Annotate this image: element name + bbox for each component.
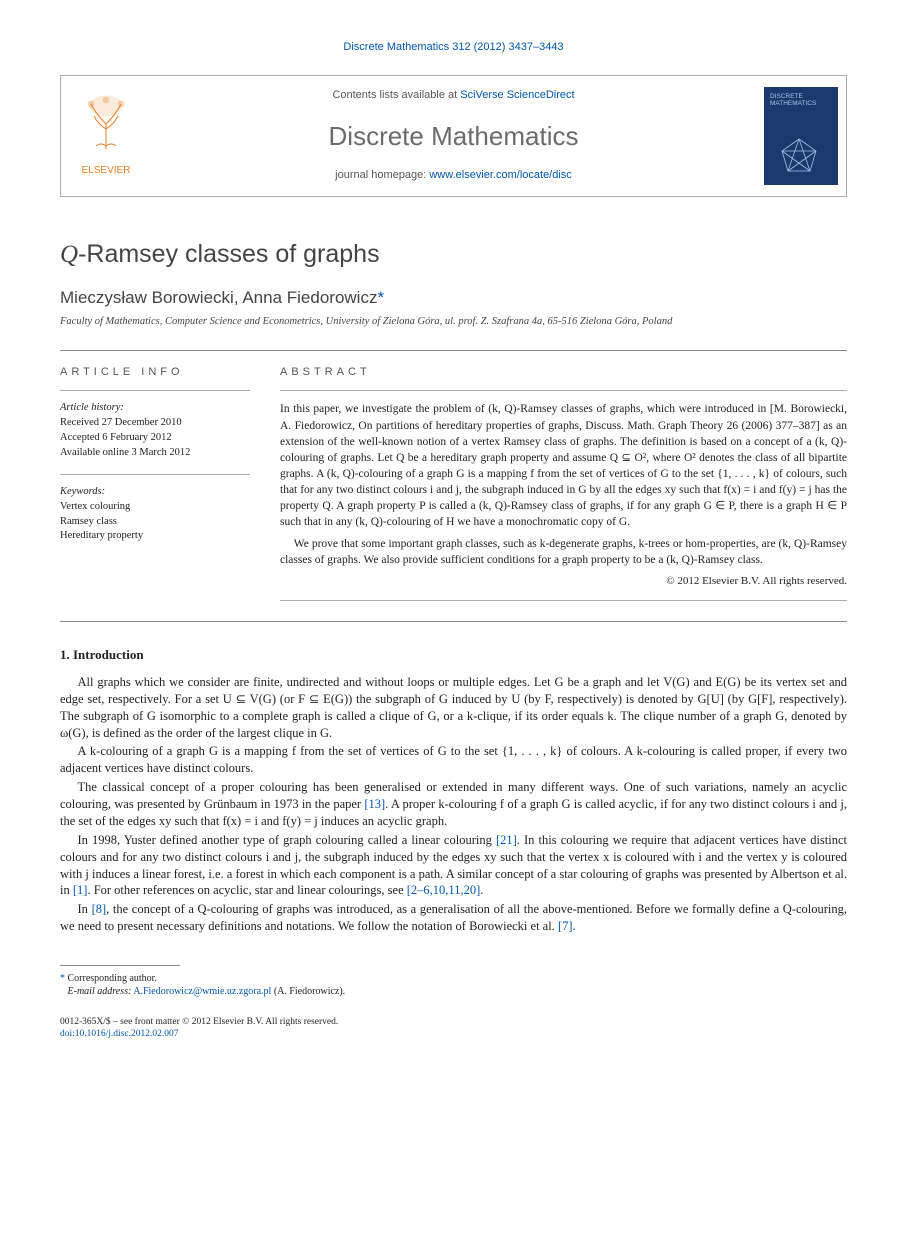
header-center: Contents lists available at SciVerse Sci… [151, 76, 756, 195]
authors: Mieczysław Borowiecki, Anna Fiedorowicz* [60, 286, 847, 310]
footnote-divider [60, 965, 180, 966]
cover-title: DISCRETE MATHEMATICS [770, 93, 832, 107]
footnote: * Corresponding author. E-mail address: … [60, 972, 847, 998]
email-who: (A. Fiedorowicz). [274, 986, 345, 997]
running-head-link[interactable]: Discrete Mathematics 312 (2012) 3437–344… [343, 41, 563, 53]
journal-header: ELSEVIER Contents lists available at Sci… [60, 75, 847, 196]
history-label: Article history: [60, 401, 250, 416]
affiliation: Faculty of Mathematics, Computer Science… [60, 315, 847, 330]
doi-link[interactable]: 10.1016/j.disc.2012.02.007 [75, 1029, 179, 1039]
citation-link[interactable]: [2–6,10,11,20] [407, 883, 481, 897]
body-p5-b: , the concept of a Q-colouring of graphs… [60, 902, 847, 933]
email-label: E-mail address: [68, 986, 132, 997]
corr-author-label: Corresponding author. [68, 973, 157, 984]
homepage-prefix: journal homepage: [335, 169, 429, 181]
body-p4-c: . For other references on acyclic, star … [87, 883, 406, 897]
journal-name: Discrete Mathematics [163, 118, 744, 154]
history-accepted: Accepted 6 February 2012 [60, 431, 250, 446]
footer-doi-line: doi:10.1016/j.disc.2012.02.007 [60, 1028, 847, 1040]
email-line: E-mail address: A.Fiedorowicz@wmie.uz.zg… [60, 985, 847, 998]
keyword: Hereditary property [60, 529, 250, 544]
section-heading: 1. Introduction [60, 646, 847, 664]
citation-link[interactable]: [13] [364, 797, 385, 811]
corresponding-author-mark[interactable]: * [377, 288, 384, 307]
abstract-end-divider [280, 600, 847, 601]
body-p2: A k-colouring of a graph G is a mapping … [60, 743, 847, 777]
contents-prefix: Contents lists available at [332, 89, 460, 101]
citation-link[interactable]: [8] [92, 902, 107, 916]
elsevier-tree-icon [76, 94, 136, 159]
body-text: All graphs which we consider are finite,… [60, 674, 847, 935]
body-p5-a: In [78, 902, 92, 916]
keywords-block: Keywords: Vertex colouring Ramsey class … [60, 485, 250, 544]
divider [60, 621, 847, 622]
body-p4-d: . [480, 883, 483, 897]
history-block: Article history: Received 27 December 20… [60, 401, 250, 460]
author-names: Mieczysław Borowiecki, Anna Fiedorowicz [60, 288, 377, 307]
info-divider [60, 474, 250, 475]
keyword: Vertex colouring [60, 500, 250, 515]
title-rest: -Ramsey classes of graphs [78, 240, 380, 268]
keyword: Ramsey class [60, 515, 250, 530]
page: Discrete Mathematics 312 (2012) 3437–344… [0, 0, 907, 1071]
cover-graph-icon [774, 135, 824, 175]
corr-author-line: * Corresponding author. [60, 972, 847, 985]
body-p3: The classical concept of a proper colour… [60, 779, 847, 830]
publisher-name: ELSEVIER [82, 164, 131, 178]
publisher-logo-cell: ELSEVIER [61, 76, 151, 195]
homepage-link[interactable]: www.elsevier.com/locate/disc [429, 169, 571, 181]
abstract-divider [280, 390, 847, 391]
citation-link[interactable]: [1] [73, 883, 88, 897]
doi-label[interactable]: doi: [60, 1029, 75, 1039]
history-online: Available online 3 March 2012 [60, 446, 250, 461]
sciencedirect-link[interactable]: SciVerse ScienceDirect [460, 89, 574, 101]
title-script-q: Q [60, 241, 78, 268]
journal-cover-thumb: DISCRETE MATHEMATICS [764, 87, 838, 185]
citation-link[interactable]: [7] [558, 919, 573, 933]
body-p4: In 1998, Yuster defined another type of … [60, 832, 847, 900]
citation-link[interactable]: [21] [496, 833, 517, 847]
body-p1: All graphs which we consider are finite,… [60, 674, 847, 742]
star-icon: * [60, 973, 65, 984]
info-divider [60, 390, 250, 391]
article-info-col: article info Article history: Received 2… [60, 365, 250, 611]
history-received: Received 27 December 2010 [60, 416, 250, 431]
contents-line: Contents lists available at SciVerse Sci… [163, 88, 744, 103]
body-p4-a: In 1998, Yuster defined another type of … [78, 833, 496, 847]
abstract-p1: In this paper, we investigate the proble… [280, 401, 847, 530]
footer: 0012-365X/$ – see front matter © 2012 El… [60, 1016, 847, 1041]
running-head: Discrete Mathematics 312 (2012) 3437–344… [60, 40, 847, 55]
article-info-head: article info [60, 365, 250, 380]
email-link[interactable]: A.Fiedorowicz@wmie.uz.zgora.pl [133, 986, 271, 997]
abstract-copyright: © 2012 Elsevier B.V. All rights reserved… [280, 574, 847, 589]
body-p5-c: . [573, 919, 576, 933]
body-p5: In [8], the concept of a Q-colouring of … [60, 901, 847, 935]
abstract-head: abstract [280, 365, 847, 380]
cover-cell: DISCRETE MATHEMATICS [756, 76, 846, 195]
keywords-label: Keywords: [60, 485, 250, 500]
homepage-line: journal homepage: www.elsevier.com/locat… [163, 168, 744, 183]
footer-line1: 0012-365X/$ – see front matter © 2012 El… [60, 1016, 847, 1028]
abstract-p2: We prove that some important graph class… [280, 536, 847, 568]
divider [60, 350, 847, 351]
abstract-text: In this paper, we investigate the proble… [280, 401, 847, 568]
info-abstract-row: article info Article history: Received 2… [60, 365, 847, 611]
article-title: Q-Ramsey classes of graphs [60, 237, 847, 272]
abstract-col: abstract In this paper, we investigate t… [280, 365, 847, 611]
